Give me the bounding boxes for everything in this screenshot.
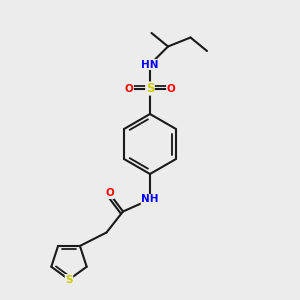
Text: S: S (65, 274, 73, 285)
Text: NH: NH (141, 194, 159, 205)
Text: O: O (124, 83, 134, 94)
Text: O: O (167, 83, 176, 94)
Text: HN: HN (141, 59, 159, 70)
Text: S: S (146, 82, 154, 95)
Text: O: O (105, 188, 114, 199)
